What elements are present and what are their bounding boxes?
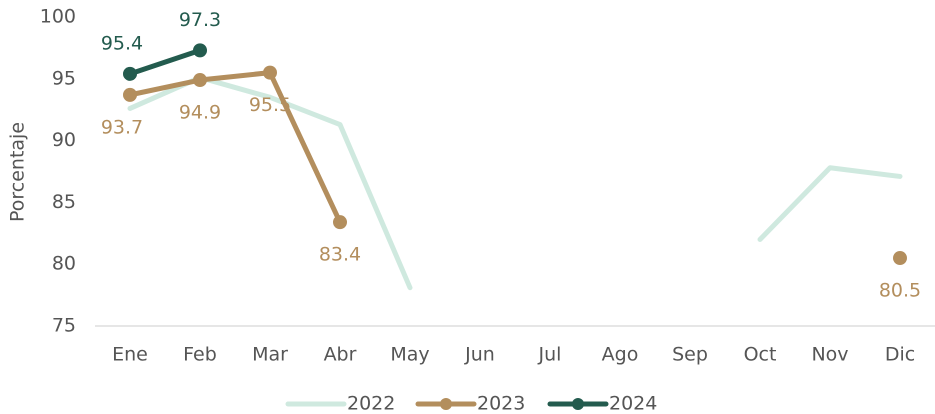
data-label: 95.4 [101, 32, 143, 54]
point [123, 67, 137, 81]
x-tick-label: Sep [672, 344, 708, 366]
x-tick-label: May [390, 344, 429, 366]
point [263, 66, 277, 80]
point [123, 88, 137, 102]
point [333, 215, 347, 229]
y-tick-label: 95 [52, 67, 76, 89]
data-label: 80.5 [879, 280, 921, 302]
x-tick-label: Oct [744, 344, 777, 366]
legend-label: 2024 [609, 393, 657, 414]
data-label: 95.5 [249, 94, 291, 116]
series-line [130, 73, 900, 258]
x-tick-label: Mar [252, 344, 288, 366]
x-tick-label: Ene [112, 344, 148, 366]
x-tick-label: Ago [602, 344, 639, 366]
x-tick-label: Abr [324, 344, 357, 366]
x-tick-label: Nov [811, 344, 848, 366]
data-label: 97.3 [179, 9, 221, 31]
y-tick-label: 85 [52, 191, 76, 213]
point [193, 73, 207, 87]
legend-label: 2023 [477, 393, 525, 414]
x-tick-label: Feb [183, 344, 217, 366]
series-line [130, 78, 900, 288]
y-tick-label: 90 [52, 129, 76, 151]
x-tick-label: Dic [885, 344, 915, 366]
legend-marker [440, 398, 452, 410]
y-axis-label: Porcentaje [7, 122, 29, 222]
y-tick-label: 100 [40, 6, 76, 28]
legend-label: 2022 [347, 393, 395, 414]
data-label: 93.7 [101, 116, 143, 138]
data-label: 83.4 [319, 244, 361, 266]
x-tick-label: Jul [538, 344, 562, 366]
point [893, 251, 907, 265]
point [193, 43, 207, 57]
data-label: 94.9 [179, 102, 221, 124]
y-tick-label: 80 [52, 253, 76, 275]
chart: Porcentaje 75 80 85 90 95 100 Ene Feb Mar Abr May J… [0, 0, 935, 414]
y-tick-label: 75 [52, 315, 76, 337]
legend-marker [572, 398, 584, 410]
x-tick-label: Jun [464, 344, 495, 366]
